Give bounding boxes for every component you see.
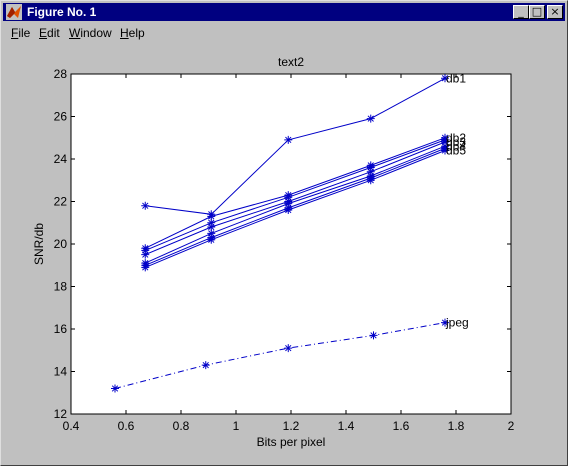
menu-help-label: elp	[128, 26, 145, 40]
menu-edit[interactable]: Edit	[39, 25, 60, 41]
menu-bar: File Edit Window Help	[3, 23, 565, 42]
chart-svg: 0.4 0.6 0.8 1 1.2 1.4 1.6 1.8 2 12 14 16 18 20 22 24 26 2…	[32, 55, 515, 449]
x-tick-label: 1.4	[338, 419, 355, 433]
data-point	[284, 206, 293, 214]
menu-help-mnemonic: H	[120, 26, 129, 40]
annotation-label: jpeg	[445, 316, 469, 330]
y-tick-label: 26	[54, 110, 68, 124]
minimize-icon: _	[518, 5, 524, 18]
data-point	[201, 361, 210, 370]
x-tick-label: 1.2	[283, 419, 300, 433]
y-tick-label: 18	[54, 280, 68, 294]
annotation-label: db5	[446, 144, 466, 158]
maximize-button[interactable]: □	[529, 5, 545, 19]
data-point	[441, 146, 449, 155]
menu-edit-mnemonic: E	[39, 26, 48, 40]
y-tick-label: 20	[54, 237, 68, 251]
y-tick-label: 24	[54, 152, 68, 166]
y-tick-label: 12	[54, 407, 68, 421]
data-point	[366, 176, 375, 185]
data-point	[369, 331, 378, 340]
data-point	[284, 344, 293, 353]
x-tick-label: 0.8	[173, 419, 190, 433]
menu-edit-label: dit	[47, 26, 60, 40]
data-point	[441, 74, 449, 83]
y-tick-label: 22	[54, 195, 68, 209]
title-bar[interactable]: Figure No. 1 _ □ ×	[3, 3, 565, 21]
matlab-logo-icon	[6, 4, 22, 20]
x-axis-label: Bits per pixel	[257, 435, 326, 449]
data-point	[366, 114, 375, 123]
maximize-icon: □	[531, 5, 543, 18]
annotation-label: db1	[446, 71, 466, 85]
data-point	[141, 201, 150, 210]
x-tick-label: 1.8	[448, 419, 465, 433]
y-tick-label: 16	[54, 322, 68, 336]
data-point	[111, 384, 119, 393]
menu-help[interactable]: Help	[120, 25, 145, 41]
menu-file[interactable]: File	[11, 25, 30, 41]
annotation-label: db2	[446, 131, 466, 145]
data-point	[141, 250, 150, 259]
window-title: Figure No. 1	[27, 5, 97, 19]
y-tick-label: 14	[54, 365, 68, 379]
data-point	[284, 135, 293, 144]
chart-title: text2	[278, 55, 304, 69]
y-tick-label: 28	[54, 67, 68, 81]
x-tick-label: 0.4	[63, 419, 80, 433]
x-tick-label: 1.6	[393, 419, 410, 433]
x-tick-label: 0.6	[118, 419, 135, 433]
x-tick-label: 1	[233, 419, 240, 433]
x-tick-label: 2	[508, 419, 515, 433]
menu-window-label: indow	[80, 26, 112, 40]
figure-canvas: 0.4 0.6 0.8 1 1.2 1.4 1.6 1.8 2 12 14 16 18 20 22 24 26 2…	[3, 43, 565, 463]
menu-window-mnemonic: W	[69, 26, 81, 40]
close-button[interactable]: ×	[547, 5, 563, 19]
menu-file-mnemonic: F	[11, 26, 19, 40]
plot-area	[70, 73, 512, 415]
annotation-label: db4	[446, 139, 466, 153]
data-point	[207, 223, 216, 231]
data-point	[141, 263, 150, 272]
y-axis-label: SNR/db	[32, 223, 46, 265]
minimize-button[interactable]: _	[513, 5, 529, 19]
annotation-label: db3	[446, 135, 466, 149]
data-point	[207, 212, 216, 221]
data-point	[441, 318, 449, 327]
data-point	[207, 235, 216, 244]
menu-file-label: ile	[18, 26, 31, 40]
close-icon: ×	[550, 5, 560, 18]
menu-window[interactable]: Window	[69, 25, 112, 41]
